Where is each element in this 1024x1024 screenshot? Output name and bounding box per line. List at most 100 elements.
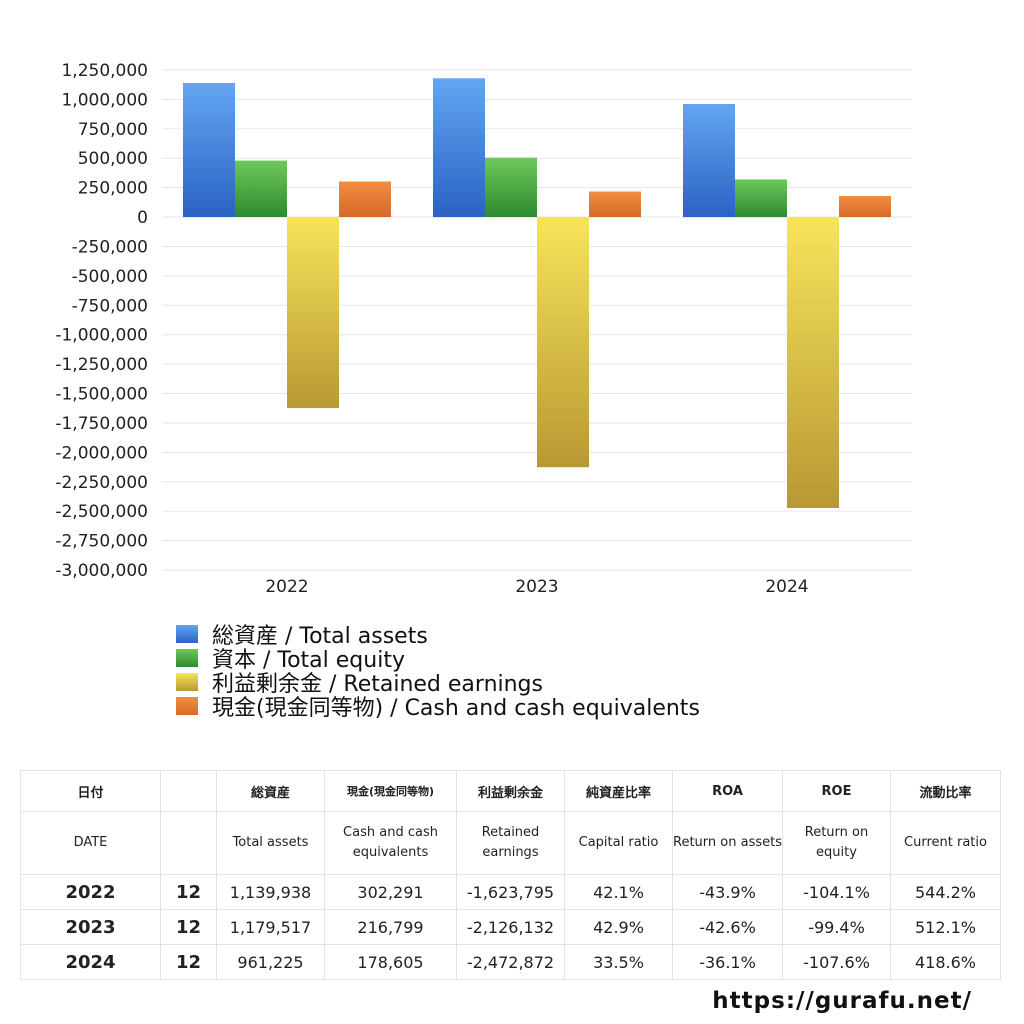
y-tick-label: 750,000 (78, 120, 148, 140)
legend-swatch (176, 673, 198, 691)
y-tick-label: 1,000,000 (61, 90, 148, 110)
header-cell (160, 811, 217, 875)
y-tick-label: -2,000,000 (55, 443, 148, 463)
bar-2024-series-1 (735, 179, 787, 218)
total-assets-cell: 1,179,517 (216, 909, 325, 945)
capital-ratio-cell: 42.9% (564, 909, 673, 945)
legend-item-cash: 現金(現金同等物) / Cash and cash equivalents (176, 694, 700, 721)
y-tick-label: 0 (137, 208, 148, 228)
year-cell: 2024 (20, 944, 161, 980)
current-ratio-cell: 418.6% (890, 944, 1001, 980)
header-cell: 日付 (20, 770, 161, 812)
table-header-en: DATE Total assets Cash and cash equivale… (20, 811, 1001, 875)
bar-2022-series-0 (183, 82, 235, 218)
roe-cell: -107.6% (782, 944, 891, 980)
chart-legend: 総資産 / Total assets 資本 / Total equity 利益剰… (176, 622, 700, 721)
x-axis-tick-labels: 2022 2023 2024 (265, 577, 808, 597)
bar-2023-series-2 (537, 217, 589, 468)
header-cell: ROA (672, 770, 783, 812)
header-cell (160, 770, 217, 812)
legend-item-total-equity: 資本 / Total equity (176, 646, 700, 673)
y-tick-label: 250,000 (78, 179, 148, 199)
header-cell: 現金(現金同等物) (324, 770, 457, 812)
header-cell: 総資産 (216, 770, 325, 812)
y-tick-label: -1,500,000 (55, 385, 148, 405)
bar-chart: 1,250,000 1,000,000 750,000 500,000 250,000 0… (55, 61, 912, 597)
header-cell: Cash and cash equivalents (324, 811, 457, 875)
legend-item-total-assets: 総資産 / Total assets (176, 622, 700, 649)
y-axis-tick-labels: 1,250,000 1,000,000 750,000 500,000 250,000 0… (55, 61, 148, 581)
y-tick-label: 1,250,000 (61, 61, 148, 81)
header-cell: 流動比率 (890, 770, 1001, 812)
header-cell: ROE (782, 770, 891, 812)
y-tick-label: 500,000 (78, 149, 148, 169)
y-tick-label: -500,000 (72, 267, 148, 287)
site-url[interactable]: https://gurafu.net/ (712, 988, 972, 1014)
month-cell: 12 (160, 874, 217, 910)
y-tick-label: -2,500,000 (55, 502, 148, 522)
month-cell: 12 (160, 944, 217, 980)
year-cell: 2022 (20, 874, 161, 910)
bar-2022-series-3 (339, 181, 391, 218)
y-tick-label: -250,000 (72, 237, 148, 257)
header-cell: Return on equity (782, 811, 891, 875)
y-tick-label: -1,750,000 (55, 414, 148, 434)
x-tick-label: 2023 (515, 577, 558, 597)
table-row: 2022 12 1,139,938 302,291 -1,623,795 42.… (20, 874, 1001, 910)
financial-metrics-table: 日付 総資産 現金(現金同等物) 利益剰余金 純資産比率 ROA ROE 流動比… (20, 770, 1001, 980)
legend-label: 総資産 / Total assets (212, 624, 428, 649)
roe-cell: -99.4% (782, 909, 891, 945)
roe-cell: -104.1% (782, 874, 891, 910)
capital-ratio-cell: 33.5% (564, 944, 673, 980)
header-cell: Return on assets (672, 811, 783, 875)
current-ratio-cell: 544.2% (890, 874, 1001, 910)
legend-swatch (176, 649, 198, 667)
bar-2024-series-3 (839, 196, 891, 218)
x-tick-label: 2022 (265, 577, 308, 597)
capital-ratio-cell: 42.1% (564, 874, 673, 910)
current-ratio-cell: 512.1% (890, 909, 1001, 945)
header-cell: Retained earnings (456, 811, 565, 875)
bar-2023-series-0 (433, 78, 485, 218)
header-cell: 利益剰余金 (456, 770, 565, 812)
table-row: 2023 12 1,179,517 216,799 -2,126,132 42.… (20, 909, 1001, 945)
table-row: 2024 12 961,225 178,605 -2,472,872 33.5%… (20, 944, 1001, 980)
header-cell: DATE (20, 811, 161, 875)
y-tick-label: -1,000,000 (55, 326, 148, 346)
table-header-jp: 日付 総資産 現金(現金同等物) 利益剰余金 純資産比率 ROA ROE 流動比… (20, 770, 1001, 812)
bar-2023-series-3 (589, 191, 641, 218)
legend-swatch (176, 625, 198, 643)
roa-cell: -36.1% (672, 944, 783, 980)
roa-cell: -42.6% (672, 909, 783, 945)
total-assets-cell: 1,139,938 (216, 874, 325, 910)
roa-cell: -43.9% (672, 874, 783, 910)
y-tick-label: -3,000,000 (55, 561, 148, 581)
header-cell: Current ratio (890, 811, 1001, 875)
cash-cell: 302,291 (324, 874, 457, 910)
legend-label: 資本 / Total equity (212, 648, 405, 673)
y-tick-label: -2,750,000 (55, 532, 148, 552)
header-cell: 純資産比率 (564, 770, 673, 812)
bars (183, 78, 891, 508)
total-assets-cell: 961,225 (216, 944, 325, 980)
bar-2022-series-1 (235, 160, 287, 218)
cash-cell: 178,605 (324, 944, 457, 980)
legend-label: 現金(現金同等物) / Cash and cash equivalents (212, 696, 700, 721)
bar-2023-series-1 (485, 157, 537, 218)
legend-swatch (176, 697, 198, 715)
retained-earnings-cell: -2,126,132 (456, 909, 565, 945)
retained-earnings-cell: -1,623,795 (456, 874, 565, 910)
y-tick-label: -1,250,000 (55, 355, 148, 375)
header-cell: Capital ratio (564, 811, 673, 875)
bar-2024-series-0 (683, 103, 735, 218)
year-cell: 2023 (20, 909, 161, 945)
cash-cell: 216,799 (324, 909, 457, 945)
y-tick-label: -750,000 (72, 296, 148, 316)
legend-label: 利益剰余金 / Retained earnings (212, 672, 543, 697)
y-tick-label: -2,250,000 (55, 473, 148, 493)
header-cell: Total assets (216, 811, 325, 875)
legend-item-retained-earnings: 利益剰余金 / Retained earnings (176, 670, 700, 697)
bar-2024-series-2 (787, 217, 839, 508)
month-cell: 12 (160, 909, 217, 945)
x-tick-label: 2024 (765, 577, 808, 597)
